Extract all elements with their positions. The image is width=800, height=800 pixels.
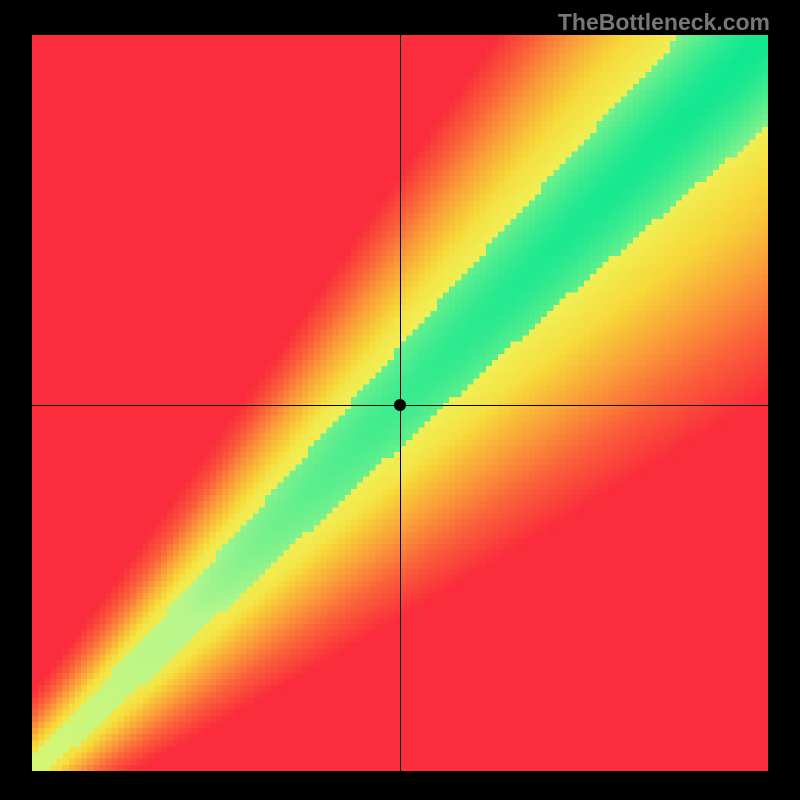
watermark-text: TheBottleneck.com — [558, 9, 770, 36]
chart-container: { "chart": { "type": "heatmap", "canvas_… — [0, 0, 800, 800]
crosshair-marker — [394, 399, 406, 411]
